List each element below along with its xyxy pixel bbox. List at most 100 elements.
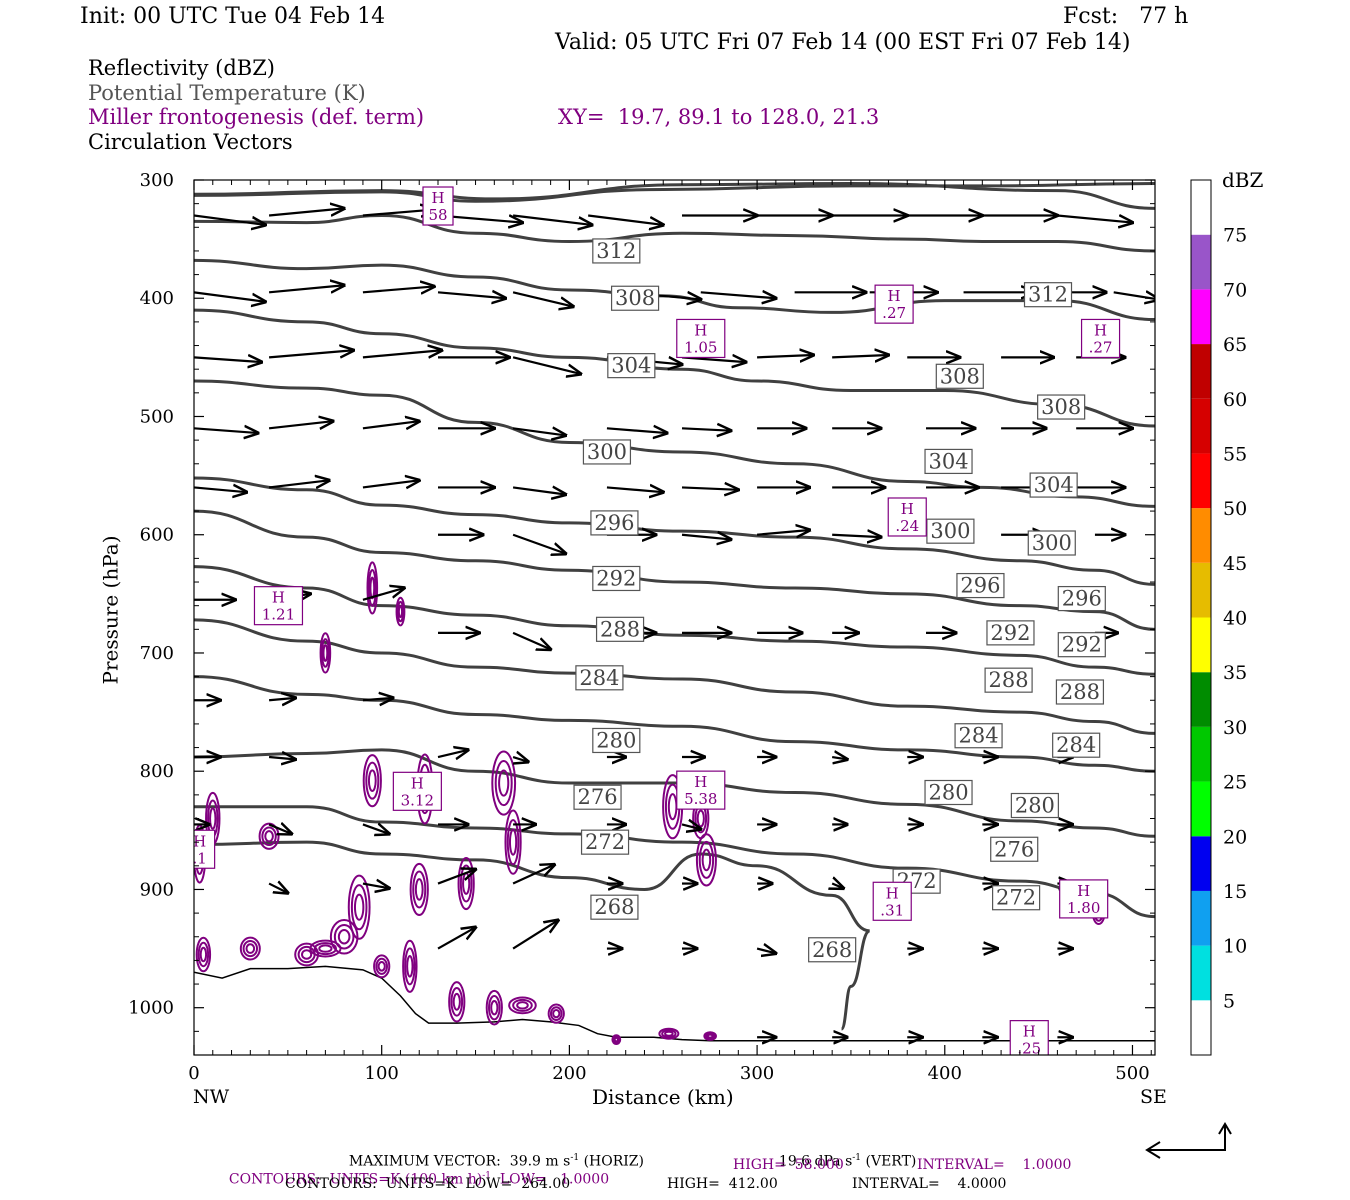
fronto-high-marker: H.27 [1080,318,1121,359]
theta-label-text: 304 [1034,473,1074,497]
theta-label: 280 [592,727,641,754]
fronto-contour [395,596,406,627]
terrain-line [194,965,1155,1042]
theta-label-text: 292 [1062,633,1102,657]
fronto-high-value: .25 [1017,1040,1041,1058]
fronto-contour [457,856,475,911]
fronto-high-letter: H [886,884,899,902]
y-axis-title: Pressure (hPa) [98,535,123,685]
footer-max-vector: MAXIMUM VECTOR: 39.9 m s-1 (HORIZ) [348,1153,644,1170]
fronto-high-letter: H [1077,882,1090,900]
fronto-contour [239,936,261,961]
theta-label: 312 [1023,282,1073,308]
theta-label-text: 304 [611,354,651,378]
theta-label-text: 280 [928,781,968,805]
x-tick-label: 500 [1115,1063,1149,1084]
fronto-contour [504,809,522,875]
theta-label: 308 [610,285,660,311]
circulation-vector [268,480,329,487]
y-tick-label: 400 [140,288,174,309]
fronto-contour [329,918,359,955]
colorbar-swatch [1191,945,1211,1001]
circulation-vector [362,824,389,833]
theta-label-text: 292 [596,566,636,590]
fronto-high-marker: H.27 [874,284,914,324]
circulation-vector [268,285,344,292]
colorbar-label: 40 [1223,608,1247,630]
colorbar-title: dBZ [1222,168,1264,192]
fronto-contour [448,981,466,1023]
circulation-vector [437,869,476,885]
fronto-contour [373,954,391,979]
field-vectors: Circulation Vectors [88,130,293,154]
x-axis-title: Distance (km) [592,1085,734,1109]
circulation-vector [194,291,265,301]
theta-label: 288 [984,667,1033,693]
fronto-high-value: 5.38 [684,790,717,808]
theta-label-text: 300 [587,440,627,464]
theta-label-text: 280 [1015,794,1055,818]
theta-label-text: 280 [596,728,636,752]
circulation-vector [268,698,295,700]
theta-label: 284 [1052,732,1101,758]
fronto-contour [491,750,517,816]
theta-contour-292 [194,509,1155,631]
theta-label-text: 300 [1032,531,1072,555]
theta-label: 292 [986,620,1035,646]
theta-label-text: 296 [1062,587,1102,611]
fronto-high-marker: H1.21 [253,586,304,626]
circulation-vector [512,631,551,650]
circulation-vector [681,824,701,829]
theta-label: 312 [592,238,641,264]
circulation-vector [194,214,265,224]
fronto-contour [366,561,379,615]
fronto-contour [347,874,371,940]
footer-max-vert: 19.6 dPa s-1 (VERT) [778,1153,917,1170]
forecast-hour: Fcst: 77 h [1063,4,1189,29]
colorbar-swatch [1191,836,1211,891]
field-frontogenesis: Miller frontogenesis (def. term) [88,105,425,129]
y-tick-label: 1000 [128,998,174,1019]
theta-label: 272 [580,829,630,855]
fronto-high-value: .27 [1089,338,1113,356]
theta-contour-312 [194,213,1155,253]
theta-contour-288 [194,565,1155,676]
colorbar-label: 60 [1223,389,1247,411]
fronto-high-value: 58 [428,206,447,224]
x-tick-label: 400 [928,1063,962,1084]
fronto-high-marker: H5.38 [676,770,726,810]
circulation-vector [512,533,566,554]
theta-label: 304 [1029,472,1078,498]
circulation-vector [437,927,476,950]
fronto-high-marker: H1.05 [676,318,726,359]
circulation-vector [606,428,667,433]
theta-label: 284 [954,723,1003,749]
theta-label-text: 272 [585,830,625,854]
circulation-vector [362,350,442,357]
theta-label: 276 [573,784,622,810]
y-tick-label: 900 [140,879,174,900]
fronto-contour [362,754,382,808]
circulation-vector [832,884,843,889]
theta-label-text: 300 [930,519,970,543]
x-end-left-label: NW [193,1086,230,1108]
colorbar-label: 25 [1223,772,1247,794]
circulation-vector [362,698,393,700]
circulation-vector [437,750,468,757]
circulation-vector [681,535,731,540]
x-end-right-label: SE [1140,1086,1167,1108]
fronto-contour [309,939,342,958]
footer-theta-interval: INTERVAL= 4.0000 [852,1176,1007,1192]
footer-fronto-high: HIGH= 58.000 [733,1157,844,1173]
theta-label: 308 [1037,394,1086,420]
fronto-high-letter: H [1094,321,1107,339]
circulation-vector [832,355,888,357]
fronto-high-letter: H [272,589,285,607]
theta-label: 288 [595,616,645,642]
circulation-vector [194,487,247,492]
theta-contour-296 [194,476,1155,586]
colorbar-swatch [1191,726,1211,782]
fronto-high-marker: H.1 [194,829,216,869]
colorbar-swatch [1191,672,1211,727]
colorbar-label: 15 [1223,881,1247,903]
